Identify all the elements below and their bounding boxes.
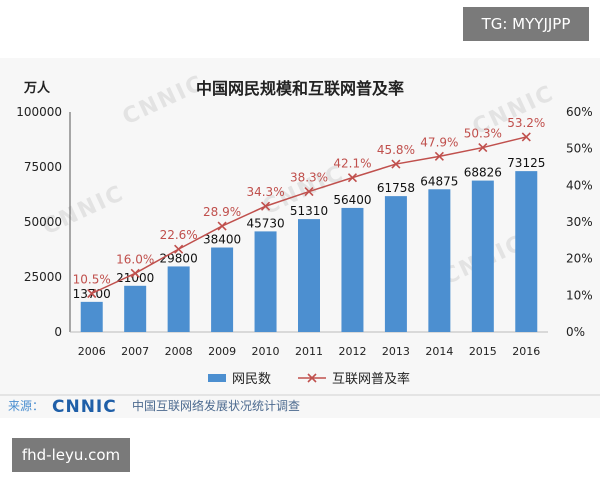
rate-value-label: 47.9%	[420, 135, 458, 149]
bar-value-label: 29800	[160, 251, 198, 265]
legend-bar-label: 网民数	[232, 372, 271, 387]
bar-series	[80, 171, 538, 332]
bar-value-label: 68826	[464, 166, 502, 180]
legend-marker-stroke	[307, 373, 317, 383]
bar	[515, 171, 538, 332]
rate-marker-stroke	[130, 268, 140, 278]
x-tick-label: 2010	[252, 345, 280, 358]
rate-marker	[478, 143, 488, 153]
rate-value-label: 45.8%	[377, 143, 415, 157]
bar-value-label: 61758	[377, 181, 415, 195]
rate-marker	[434, 151, 444, 161]
bar	[471, 180, 494, 332]
bar-value-label: 38400	[203, 233, 241, 247]
rate-marker	[304, 187, 314, 197]
rate-marker-stroke	[304, 187, 314, 197]
x-tick-label: 2012	[338, 345, 366, 358]
rate-marker-stroke	[174, 244, 184, 254]
bar-value-label: 51310	[290, 204, 328, 218]
left-tick-label: 50000	[24, 215, 62, 229]
right-tick-label: 20%	[566, 252, 593, 266]
bar	[254, 231, 277, 332]
rate-value-label: 38.3%	[290, 171, 328, 185]
x-axis-ticks: 2006 2007 2008 2009 2010 2011 2012 2013 2014 2015…	[78, 345, 541, 358]
rate-value-label: 10.5%	[73, 273, 111, 287]
x-tick-label: 2006	[78, 345, 106, 358]
bar	[341, 207, 364, 332]
rate-marker-stroke	[217, 221, 227, 231]
rate-marker-stroke	[347, 173, 358, 183]
rate-value-label: 34.3%	[246, 185, 284, 199]
x-tick-label: 2007	[121, 345, 149, 358]
x-tick-label: 2009	[208, 345, 236, 358]
left-tick-label: 25000	[24, 270, 62, 284]
rate-marker	[217, 221, 227, 231]
bar-value-labels: 1370021000298003840045730513105640061758…	[73, 156, 546, 301]
rate-marker-stroke	[260, 201, 271, 211]
left-axis-ticks: 0 25000 50000 75000 100000	[16, 105, 62, 339]
bar-value-label: 45730	[246, 216, 284, 230]
rate-marker	[347, 173, 358, 183]
bar	[167, 266, 190, 332]
left-tick-label: 100000	[16, 105, 62, 119]
rate-marker-stroke	[391, 159, 401, 169]
rate-marker-stroke	[521, 132, 531, 142]
x-tick-label: 2014	[425, 345, 453, 358]
left-tick-label: 75000	[24, 160, 62, 174]
right-tick-label: 50%	[566, 142, 593, 156]
tg-badge: TG: MYYJJPP	[463, 7, 589, 41]
rate-marker-stroke	[478, 143, 488, 153]
bar-value-label: 64875	[420, 174, 458, 188]
legend: 网民数 互联网普及率	[208, 371, 410, 387]
rate-marker	[260, 201, 271, 211]
rate-value-label: 53.2%	[507, 116, 545, 130]
rate-markers	[87, 132, 531, 299]
x-tick-label: 2015	[469, 345, 497, 358]
right-tick-label: 10%	[566, 288, 593, 302]
bar	[124, 285, 147, 332]
rate-value-label: 42.1%	[333, 157, 371, 171]
cnnic-logo: CNNIC	[52, 397, 117, 417]
right-tick-label: 60%	[566, 105, 593, 119]
bar	[298, 219, 320, 332]
rate-value-labels: 10.5% 16.0% 22.6% 28.9% 34.3% 38.3% 42.1% 45.8%…	[73, 116, 546, 287]
bar	[428, 189, 451, 332]
right-tick-label: 30%	[566, 215, 593, 229]
site-badge: fhd-leyu.com	[12, 438, 130, 472]
right-axis-ticks: 0% 10% 20% 30% 40% 50% 60%	[566, 105, 593, 339]
bar	[80, 301, 103, 332]
chart-title: 中国网民规模和互联网普及率	[196, 79, 404, 98]
bar	[384, 196, 407, 332]
bar	[211, 247, 234, 332]
right-tick-label: 0%	[566, 325, 585, 339]
bar-value-label: 56400	[333, 193, 371, 207]
x-tick-label: 2013	[382, 345, 410, 358]
rate-value-label: 28.9%	[203, 205, 241, 219]
x-tick-label: 2008	[165, 345, 193, 358]
rate-value-label: 22.6%	[160, 228, 198, 242]
right-tick-label: 40%	[566, 178, 593, 192]
rate-marker-stroke	[87, 288, 97, 299]
bar-value-label: 21000	[116, 271, 154, 285]
legend-line-label: 互联网普及率	[332, 371, 410, 387]
x-tick-label: 2011	[295, 345, 323, 358]
legend-bar-swatch	[208, 374, 226, 382]
rate-marker	[521, 132, 531, 142]
legend-line-marker	[307, 373, 317, 383]
rate-marker	[174, 244, 184, 254]
left-tick-label: 0	[54, 325, 62, 339]
rate-marker	[391, 159, 401, 169]
source-label: 来源：	[8, 399, 44, 413]
rate-value-label: 16.0%	[116, 252, 154, 266]
rate-value-label: 50.3%	[464, 127, 502, 141]
x-tick-label: 2016	[512, 345, 540, 358]
rate-marker	[87, 288, 97, 299]
source-text: 中国互联网络发展状况统计调查	[132, 398, 300, 413]
rate-marker-stroke	[434, 151, 444, 161]
bar-value-label: 73125	[507, 156, 545, 170]
rate-marker	[130, 268, 140, 278]
left-axis-unit: 万人	[23, 80, 51, 96]
